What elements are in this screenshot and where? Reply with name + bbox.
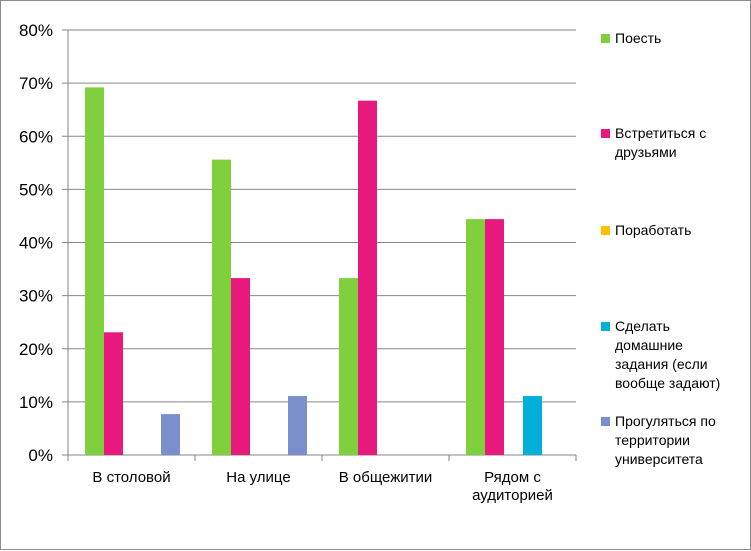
y-tick-label: 30%	[19, 287, 53, 306]
y-tick-label: 80%	[19, 21, 53, 40]
bar-2-2	[231, 278, 250, 455]
bar-2-3	[358, 100, 377, 455]
legend-label: Прогуляться по территории университета	[615, 413, 716, 467]
y-tick-label: 60%	[19, 127, 53, 146]
legend-swatch	[601, 226, 610, 235]
legend-label: Встретиться с друзьями	[615, 125, 706, 160]
legend-label: Сделать домашние задания (если вообще задаю…	[615, 318, 720, 391]
x-tick-label: В общежитии	[339, 469, 433, 486]
legend-label: Поработать	[615, 222, 691, 238]
x-tick-label: В столовой	[92, 469, 170, 486]
y-tick-label: 0%	[28, 446, 53, 465]
bar-2-4	[485, 219, 504, 455]
y-tick-label: 20%	[19, 340, 53, 359]
legend-swatch	[601, 322, 610, 331]
legend-swatch	[601, 34, 610, 43]
bar-1-3	[339, 278, 358, 455]
y-tick-label: 70%	[19, 74, 53, 93]
legend-swatch	[601, 129, 610, 138]
bar-4-4	[523, 396, 542, 455]
bar-5-2	[288, 396, 307, 455]
bar-1-4	[466, 219, 485, 455]
bar-1-2	[212, 159, 231, 455]
y-tick-label: 50%	[19, 180, 53, 199]
y-tick-label: 40%	[19, 234, 53, 253]
y-tick-label: 10%	[19, 393, 53, 412]
x-tick-label: На улице	[226, 469, 290, 486]
bar-2-1	[104, 332, 123, 455]
legend-swatch	[601, 417, 610, 426]
x-tick-label: Рядом с аудиторией	[472, 469, 553, 504]
bar-5-1	[161, 414, 180, 455]
legend-label: Поесть	[615, 30, 661, 46]
bar-1-1	[85, 87, 104, 455]
